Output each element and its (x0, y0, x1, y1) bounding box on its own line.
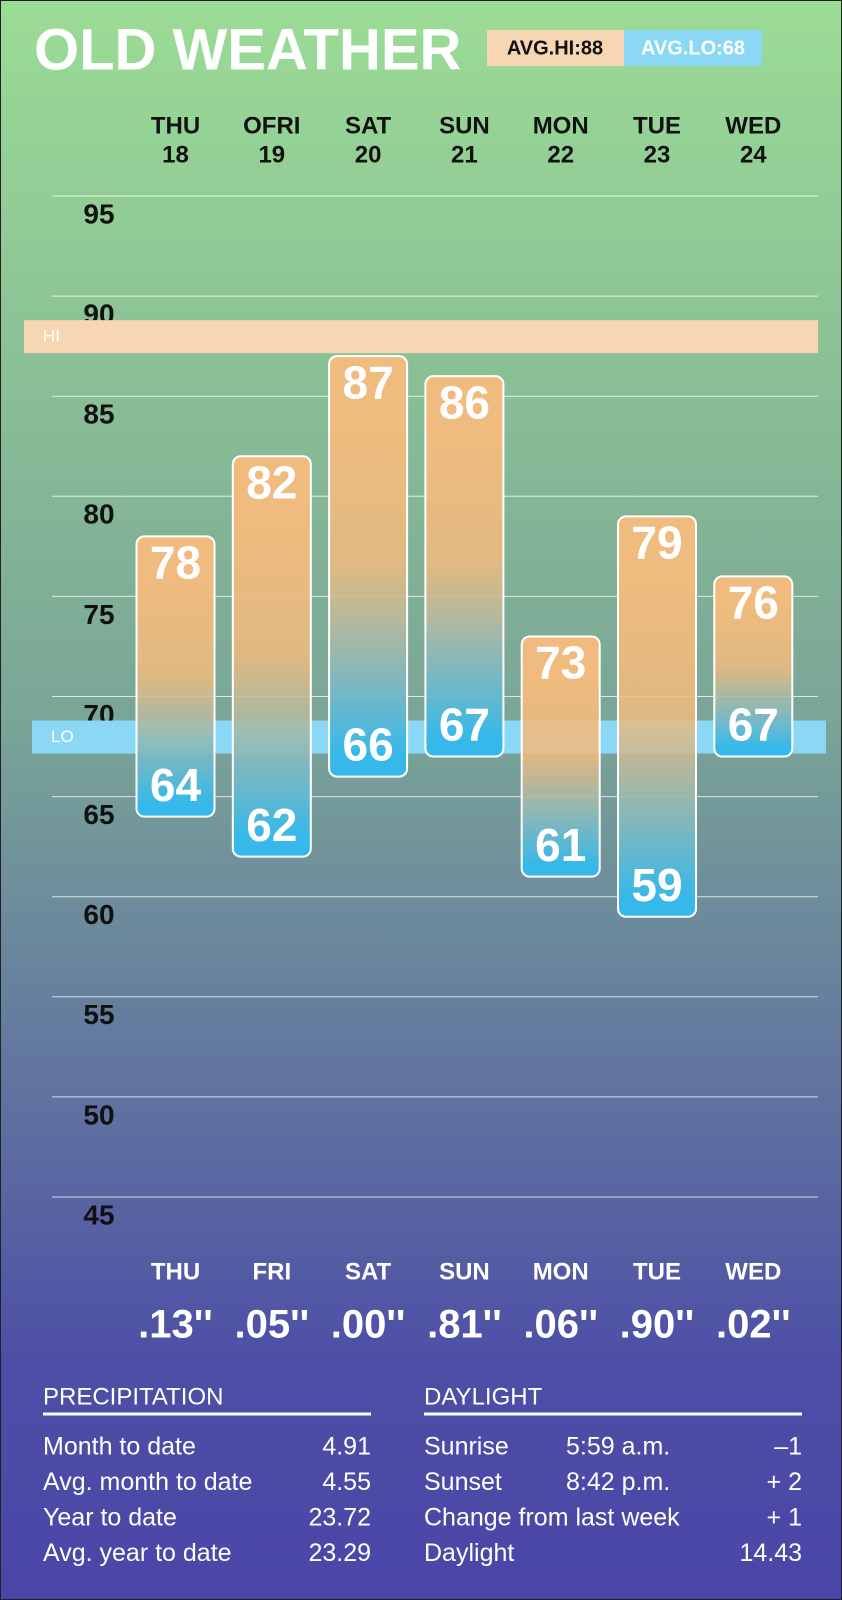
avg-band (24, 320, 818, 354)
high-label: 76 (728, 577, 779, 629)
row-value: –1 (774, 1433, 802, 1461)
high-label: 87 (343, 356, 394, 408)
date-label: 19 (258, 141, 285, 168)
row-label: Sunrise (424, 1433, 509, 1461)
high-label: 79 (631, 516, 682, 568)
y-tick-label: 65 (83, 799, 114, 830)
range-bar (424, 375, 505, 758)
row-middle: 8:42 p.m. (566, 1468, 670, 1496)
low-label: 64 (150, 759, 202, 811)
date-label: 21 (451, 141, 478, 168)
range-bar (520, 635, 601, 878)
precip-day: MON (533, 1258, 589, 1285)
precip-day: FRI (252, 1258, 291, 1285)
avg-band-label: HI (43, 327, 60, 346)
low-label: 67 (439, 699, 490, 751)
avg-lo-label: AVG.LO:68 (641, 37, 745, 59)
row-value: 14.43 (739, 1539, 802, 1567)
day-label: SAT (345, 112, 392, 139)
y-tick-label: 80 (83, 499, 114, 530)
row-label: Sunset (424, 1468, 502, 1496)
day-label: TUE (633, 112, 681, 139)
low-label: 61 (535, 819, 586, 871)
precip-value: .13'' (138, 1303, 213, 1347)
y-tick-label: 55 (83, 999, 114, 1030)
row-value: + 1 (767, 1504, 802, 1532)
avg-hi-box (487, 30, 624, 66)
row-label: Year to date (43, 1504, 177, 1532)
precip-value: .05'' (234, 1303, 309, 1347)
date-label: 24 (740, 141, 767, 168)
avg-hi-label: AVG.HI:88 (507, 37, 603, 59)
avg-band-label: LO (51, 727, 74, 746)
precip-value: .90'' (620, 1303, 695, 1347)
high-label: 86 (439, 376, 490, 428)
range-bar (713, 575, 794, 758)
day-label: SUN (439, 112, 490, 139)
precip-day: TUE (633, 1258, 681, 1285)
table-title: PRECIPITATION (43, 1383, 223, 1410)
high-label: 78 (150, 536, 201, 588)
range-bar (231, 455, 312, 858)
y-tick-label: 50 (83, 1099, 114, 1130)
date-label: 22 (547, 141, 574, 168)
row-middle: 5:59 a.m. (566, 1433, 670, 1461)
precip-day: WED (725, 1258, 781, 1285)
precip-day: THU (151, 1258, 200, 1285)
high-label: 82 (246, 456, 297, 508)
range-bar (328, 355, 409, 778)
chart-title: OLD WEATHER (34, 17, 461, 82)
date-label: 23 (644, 141, 671, 168)
precip-value: .06'' (523, 1303, 598, 1347)
row-value: 23.29 (308, 1539, 371, 1567)
date-label: 18 (162, 141, 189, 168)
y-tick-label: 60 (83, 899, 114, 930)
low-label: 62 (246, 799, 297, 851)
low-label: 59 (631, 859, 682, 911)
row-value: 4.55 (322, 1468, 371, 1496)
day-label: OFRI (243, 112, 300, 139)
precip-day: SUN (439, 1258, 490, 1285)
precip-day: SAT (345, 1258, 392, 1285)
day-label: MON (533, 112, 589, 139)
row-label: Daylight (424, 1539, 514, 1567)
row-value: 23.72 (308, 1504, 371, 1532)
y-tick-label: 75 (83, 599, 114, 630)
day-label: THU (151, 112, 200, 139)
day-label: WED (725, 112, 781, 139)
precip-value: .02'' (716, 1303, 791, 1347)
row-label: Change from last week (424, 1504, 680, 1532)
row-label: Avg. month to date (43, 1468, 252, 1496)
row-value: + 2 (767, 1468, 802, 1496)
table-title: DAYLIGHT (424, 1383, 543, 1410)
range-bar (617, 515, 697, 918)
precip-value: .00'' (331, 1303, 406, 1347)
high-label: 73 (535, 637, 586, 689)
row-label: Avg. year to date (43, 1539, 232, 1567)
row-label: Month to date (43, 1433, 196, 1461)
low-label: 67 (728, 699, 779, 751)
precip-value: .81'' (427, 1303, 502, 1347)
range-bar (135, 535, 216, 818)
y-tick-label: 95 (83, 198, 114, 229)
y-tick-label: 85 (83, 399, 114, 430)
avg-lo-box (624, 30, 762, 66)
row-value: 4.91 (322, 1433, 371, 1461)
low-label: 66 (343, 719, 394, 771)
date-label: 20 (355, 141, 382, 168)
y-tick-label: 45 (83, 1199, 114, 1230)
